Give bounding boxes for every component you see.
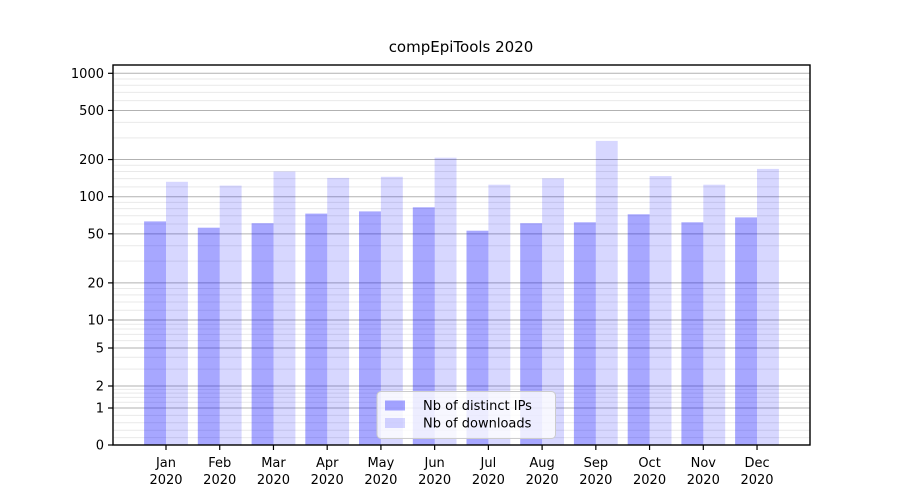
y-tick-label: 5 (96, 342, 104, 357)
y-tick-labels: 0 1 2 5 10 20 50 100 200 500 1000 (71, 67, 104, 454)
legend-swatch-distinct-ips (385, 400, 405, 411)
bar (144, 221, 166, 445)
major-gridlines (113, 72, 810, 409)
y-tick-label: 10 (87, 314, 104, 329)
minor-gridlines (113, 78, 810, 439)
bar (412, 207, 435, 445)
bar (735, 217, 757, 445)
y-tick-label: 2 (96, 380, 104, 395)
y-tick-label: 100 (79, 190, 104, 205)
legend-box (376, 391, 556, 439)
bar (434, 157, 457, 445)
x-tick-month: Mar (261, 456, 286, 471)
bar (273, 171, 296, 445)
legend-swatch-downloads (385, 418, 405, 428)
bar (573, 222, 596, 445)
chart-title: compEpiTools 2020 (389, 38, 534, 56)
bar (166, 181, 188, 446)
x-tick-month: Aug (529, 456, 554, 471)
x-tick-month: Jan (155, 456, 176, 471)
y-tick-label: 50 (87, 227, 104, 242)
y-tick-label: 0 (96, 439, 104, 454)
bar (219, 185, 242, 445)
x-tick-month: Oct (638, 456, 660, 471)
x-tick-year: 2020 (526, 473, 559, 488)
x-tick-year: 2020 (633, 473, 666, 488)
legend-label-distinct-ips: Nb of distinct IPs (423, 399, 532, 414)
x-tick-year: 2020 (257, 473, 290, 488)
axis-ticks (108, 72, 758, 450)
x-tick-year: 2020 (687, 473, 720, 488)
bar (197, 227, 220, 445)
x-tick-month: Jun (423, 456, 444, 471)
bar (627, 214, 650, 445)
y-tick-label: 1000 (71, 67, 104, 82)
y-tick-label: 200 (79, 153, 104, 168)
bar (757, 168, 779, 445)
bar (520, 223, 543, 445)
bar (595, 140, 618, 445)
x-tick-month: Apr (316, 456, 339, 471)
y-tick-label: 1 (96, 402, 104, 417)
legend-label-downloads: Nb of downloads (423, 417, 532, 432)
x-tick-month: Dec (744, 456, 769, 471)
x-tick-month: Feb (208, 456, 231, 471)
x-tick-month: Jul (480, 456, 497, 471)
bars-downloads (166, 140, 779, 446)
x-tick-labels: Jan 2020 Feb 2020 Mar 2020 Apr 2020 May 2020 Jun 20… (149, 456, 773, 488)
y-tick-label: 500 (79, 104, 104, 119)
x-tick-year: 2020 (740, 473, 773, 488)
x-tick-month: Nov (691, 456, 717, 471)
plot-border (112, 64, 811, 446)
bar (703, 184, 726, 445)
legend: Nb of distinct IPs Nb of downloads (376, 391, 556, 439)
x-tick-year: 2020 (311, 473, 344, 488)
x-tick-year: 2020 (418, 473, 451, 488)
bar (681, 222, 704, 445)
bar (649, 176, 672, 445)
x-tick-year: 2020 (203, 473, 236, 488)
x-tick-year: 2020 (472, 473, 505, 488)
x-tick-year: 2020 (149, 473, 182, 488)
bar (542, 178, 564, 446)
bars-distinct-ips (144, 207, 757, 445)
bar (380, 176, 403, 446)
x-tick-month: Sep (584, 456, 609, 471)
x-tick-year: 2020 (579, 473, 612, 488)
bar (251, 223, 274, 445)
bar (359, 211, 381, 445)
bar (488, 184, 511, 445)
bar (305, 213, 328, 445)
bar (327, 177, 350, 445)
y-tick-label: 20 (87, 276, 104, 291)
x-tick-month: May (367, 456, 394, 471)
x-tick-year: 2020 (364, 473, 397, 488)
